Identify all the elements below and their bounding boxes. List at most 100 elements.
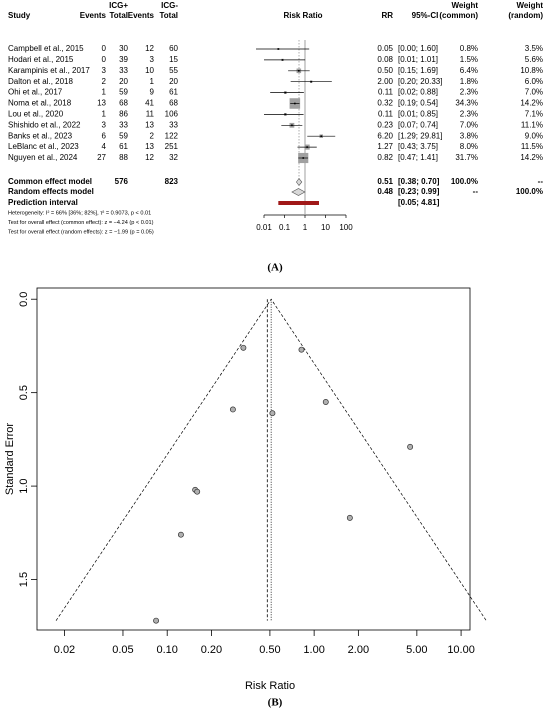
total-icg-pos: 61: [119, 142, 128, 151]
column-header: RR: [381, 11, 393, 20]
study-point: [298, 346, 305, 353]
total-icg-neg: 61: [169, 88, 178, 97]
study-point: [269, 410, 276, 417]
point-estimate: [306, 146, 308, 148]
weight-common: 1.8%: [460, 77, 478, 86]
weight-common: --: [473, 187, 479, 196]
risk-ratio: 0.82: [377, 153, 393, 162]
events-icg-neg: 1: [150, 77, 155, 86]
events-icg-pos: 1: [102, 110, 107, 119]
total-icg-neg: 15: [169, 55, 178, 64]
total-icg-pos: 30: [119, 44, 128, 53]
weight-common: 2.3%: [460, 88, 478, 97]
y-tick-label: 1.5: [18, 572, 30, 587]
weight-common: 31.7%: [455, 153, 478, 162]
study-name: Hodari et al., 2015: [8, 55, 74, 64]
confidence-interval: [0.01; 1.01]: [398, 55, 438, 64]
study-point: [346, 514, 353, 521]
study-point: [194, 488, 201, 495]
x-tick-label: 1: [303, 223, 308, 232]
events-icg-pos: 0: [102, 44, 107, 53]
y-tick-label: 0.0: [18, 292, 30, 307]
total-icg-pos: 68: [119, 99, 128, 108]
plot-frame: [36, 287, 471, 631]
column-header: (random): [508, 11, 543, 20]
column-header: Total: [159, 11, 178, 20]
y-tick-label: 1.0: [18, 478, 30, 493]
study-point: [153, 617, 160, 624]
column-header: Events: [80, 11, 107, 20]
events-icg-neg: 41: [145, 99, 154, 108]
total-icg-neg: 20: [169, 77, 178, 86]
weight-common: 2.3%: [460, 110, 478, 119]
panel-label: (A): [267, 262, 283, 274]
weight-common: 0.8%: [460, 44, 478, 53]
y-axis-label: Standard Error: [4, 423, 16, 495]
risk-ratio: 0.08: [377, 55, 393, 64]
weight-random: 9.0%: [525, 131, 543, 140]
events-icg-neg: 2: [150, 131, 155, 140]
risk-ratio: 0.11: [378, 110, 394, 119]
total-icg-pos: 59: [119, 131, 128, 140]
confidence-interval: [0.00; 1.60]: [398, 44, 438, 53]
risk-ratio: 0.50: [377, 66, 393, 75]
x-tick-label: 100: [339, 223, 353, 232]
total-icg-pos: 39: [119, 55, 128, 64]
column-header: Total: [109, 11, 128, 20]
column-header: Risk Ratio: [283, 11, 322, 20]
x-tick-label: 0.50: [259, 644, 280, 656]
total-icg-neg: 823: [165, 177, 179, 186]
risk-ratio: 0.32: [377, 99, 393, 108]
risk-ratio: 0.23: [377, 120, 393, 129]
weight-common: 1.5%: [460, 55, 478, 64]
weight-random: 5.6%: [525, 55, 543, 64]
events-icg-pos: 4: [102, 142, 107, 151]
note: Test for overall effect (random effects)…: [8, 229, 154, 235]
weight-common: 3.8%: [460, 131, 478, 140]
model-label: Common effect model: [8, 177, 92, 186]
events-icg-neg: 13: [145, 120, 154, 129]
point-estimate: [320, 135, 323, 137]
weight-random: 3.5%: [525, 44, 543, 53]
x-tick-label: 0.05: [112, 644, 133, 656]
weight-random: 100.0%: [516, 187, 543, 196]
column-header: 95%-CI: [412, 11, 439, 20]
events-icg-neg: 3: [150, 55, 155, 64]
total-icg-neg: 106: [165, 110, 179, 119]
events-icg-pos: 3: [102, 120, 107, 129]
column-header: Weight: [451, 1, 478, 10]
total-icg-pos: 576: [115, 177, 129, 186]
point-estimate: [294, 102, 296, 105]
events-icg-pos: 13: [97, 99, 106, 108]
risk-ratio: 2.00: [377, 77, 393, 86]
x-tick-label: 5.00: [406, 644, 427, 656]
study-name: Lou et al., 2020: [8, 110, 64, 119]
events-icg-pos: 1: [102, 88, 107, 97]
confidence-interval: [0.23; 0.99]: [398, 187, 440, 196]
study-name: Campbell et al., 2015: [8, 44, 84, 53]
summary-diamond: [296, 178, 303, 186]
study-point: [177, 531, 184, 538]
risk-ratio: 0.51: [377, 177, 393, 186]
x-tick-label: 10: [321, 223, 330, 232]
total-icg-pos: 33: [119, 66, 128, 75]
weight-random: 6.0%: [525, 77, 543, 86]
study-name: Noma et al., 2018: [8, 99, 72, 108]
weight-common: 8.0%: [460, 142, 478, 151]
confidence-interval: [0.02; 0.88]: [398, 88, 438, 97]
panel-label: (B): [268, 697, 283, 709]
x-tick-label: 2.00: [348, 644, 369, 656]
study-point: [240, 344, 247, 351]
total-icg-pos: 59: [119, 88, 128, 97]
confidence-interval: [0.05; 4.81]: [398, 198, 440, 207]
confidence-interval: [1.29; 29.81]: [398, 131, 442, 140]
risk-ratio: 1.27: [377, 142, 393, 151]
point-estimate: [291, 124, 293, 127]
column-header: Events: [128, 11, 155, 20]
point-estimate: [298, 70, 300, 72]
x-tick-label: 0.02: [54, 644, 75, 656]
study-name: Nguyen et al., 2024: [8, 153, 78, 162]
study-point: [322, 399, 329, 405]
weight-random: --: [538, 177, 544, 186]
weight-random: 10.8%: [520, 66, 543, 75]
